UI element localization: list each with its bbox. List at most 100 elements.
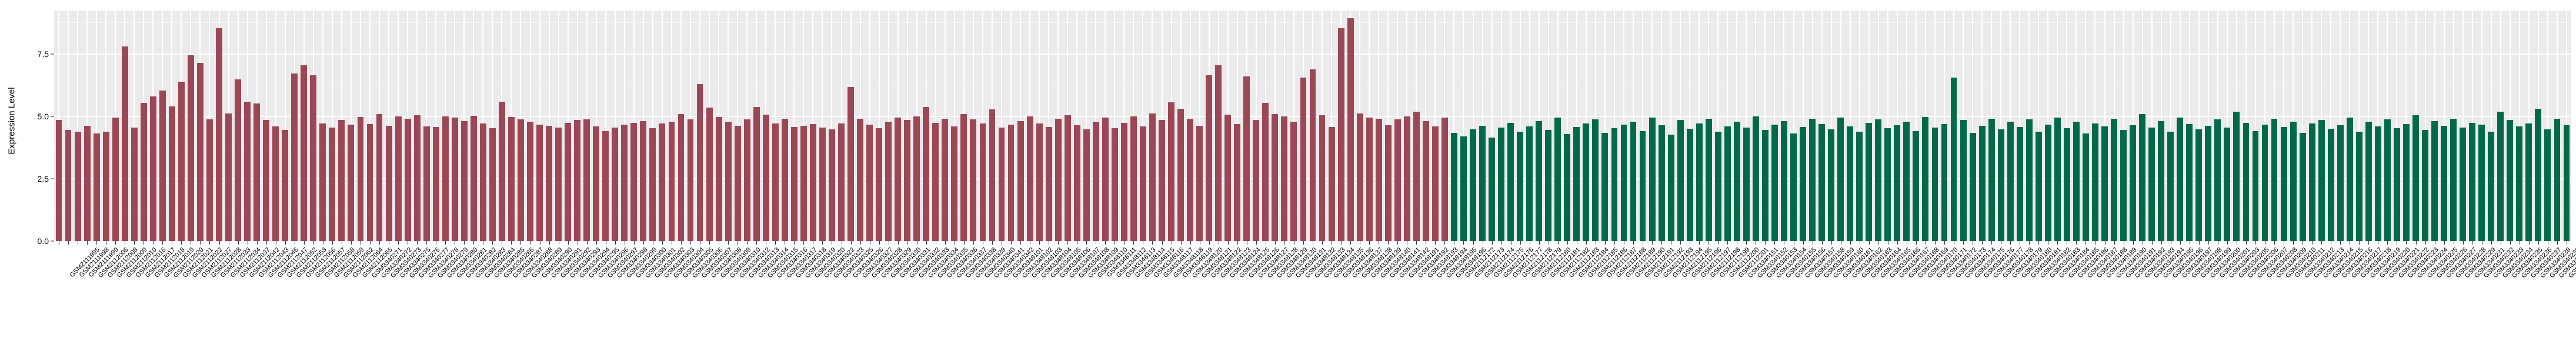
x-axis-tick-mark [1821,241,1823,245]
bar [1206,75,1213,241]
gridline-major-vertical [2396,11,2398,241]
x-axis-tick-mark [1180,241,1182,245]
x-axis-tick-mark [2406,241,2407,245]
bar [140,102,147,241]
bar [413,115,421,241]
bar [74,131,81,241]
bar [2318,120,2325,241]
bar [432,126,439,241]
bar [829,129,835,241]
bar [960,113,967,241]
x-axis-tick-mark [1190,241,1191,245]
x-axis-tick-mark [1256,241,1257,245]
gridline-major-vertical [1086,11,1087,241]
gridline-major-vertical [275,11,276,241]
x-axis-tick-mark [370,241,371,245]
x-axis-tick-mark [1765,241,1766,245]
gridline-major-vertical [1689,11,1691,241]
x-axis-tick-mark [1982,241,1983,245]
x-axis-tick-mark [2293,241,2294,245]
bar [2092,123,2098,241]
bar [1262,102,1269,241]
x-axis-tick-mark [1491,241,1493,245]
gridline-major-vertical [1491,11,1493,241]
bar [1337,28,1344,241]
bar [1083,129,1090,241]
x-axis-tick-mark [445,241,446,245]
x-axis-tick-mark [1604,241,1606,245]
gridline-major-vertical [2000,11,2002,241]
bar [1243,76,1250,241]
bar [1102,118,1109,241]
bar [1913,131,1920,241]
bar [2007,122,2014,241]
bar [357,116,364,241]
bar [2101,126,2108,241]
bar [2488,132,2495,241]
x-axis-tick-mark [200,241,201,245]
bar [1828,129,1835,241]
bar [178,81,185,241]
x-axis-tick-mark [1567,241,1568,245]
bar [1941,123,1948,241]
bar [2044,124,2051,241]
bar [2365,122,2372,241]
x-axis-tick-mark [153,241,154,245]
bar [819,128,826,241]
bar [1064,115,1071,241]
bar [2460,128,2467,241]
bar [1969,132,1976,241]
bar [1800,126,1806,241]
x-axis-tick-mark [1557,241,1559,245]
bar [2167,132,2174,241]
gridline-major-vertical [793,11,795,241]
bar [1950,78,1957,241]
bar [574,120,581,241]
gridline-major-vertical [1887,11,1888,241]
x-axis-tick-mark [879,241,880,245]
x-axis-tick-mark [1209,241,1210,245]
bar [1215,65,1222,241]
bar [84,126,91,241]
bar [376,113,383,241]
bar [1526,126,1533,241]
bar [809,123,816,241]
gridline-major-vertical [388,11,390,241]
x-axis-tick-mark [1944,241,1945,245]
bar [282,130,289,241]
bar [1120,122,1127,241]
gridline-major-vertical [2547,11,2548,241]
bar [2290,121,2297,241]
x-axis-tick-mark [1435,241,1436,245]
bar [1026,116,1033,241]
bar [753,107,760,241]
bar [2355,131,2363,241]
x-axis-tick-mark [897,241,899,245]
bar [65,130,72,241]
x-axis-tick-mark [2387,241,2388,245]
x-axis-tick-mark [1133,241,1134,245]
x-axis-tick-mark [1124,241,1125,245]
bar [451,118,458,241]
bar [1253,120,1260,241]
gridline-major-vertical [1830,11,1832,241]
x-axis-tick-mark [1868,241,1870,245]
x-axis-tick-mark [860,241,861,245]
y-axis-tick-mark [51,116,54,117]
bar [301,65,308,241]
x-axis-tick-mark [850,241,852,245]
gridline-major-vertical [1048,11,1050,241]
gridline-major-vertical [2170,11,2171,241]
y-axis-tick-label: 0.0 [37,236,49,246]
gridline-major-vertical [822,11,823,241]
x-axis-tick-mark [2415,241,2417,245]
bar [131,128,138,241]
x-axis-tick-mark [1416,241,1417,245]
x-axis-tick-mark [1727,241,1729,245]
x-axis-tick-mark [1303,241,1304,245]
bar [1017,121,1024,241]
bar [1187,119,1194,241]
bar [470,116,477,241]
bar [518,119,524,241]
x-axis-tick-mark [690,241,692,245]
